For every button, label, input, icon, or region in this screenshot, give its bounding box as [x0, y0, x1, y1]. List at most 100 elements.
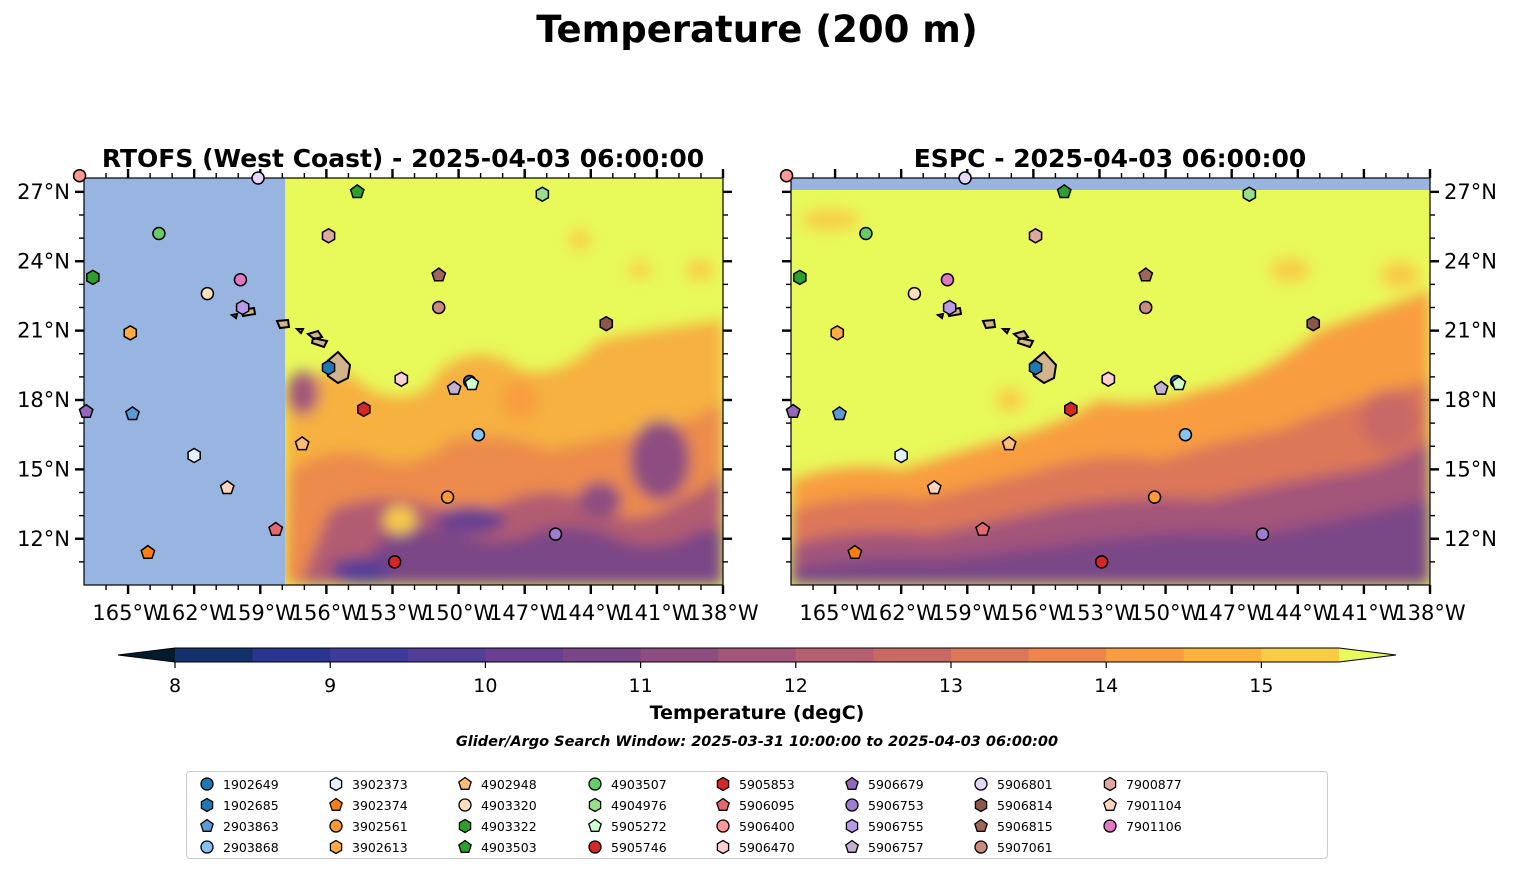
float-marker-5905746 [387, 555, 402, 569]
legend-item-5905853: 5905853 [715, 775, 795, 793]
legend-marker-icon [588, 777, 602, 791]
legend-marker-icon [458, 839, 472, 853]
espc-temperature-field [791, 178, 1430, 585]
legend-item-5907061: 5907061 [973, 838, 1053, 856]
float-marker-5905272 [1171, 375, 1187, 391]
y-tick-label: 18°N [17, 388, 70, 412]
legend-marker-icon [845, 818, 859, 834]
legend-marker-icon [1103, 819, 1117, 833]
colorbar-label: Temperature (degC) [650, 702, 865, 724]
x-tick-label: 144°W [555, 601, 627, 625]
legend-marker-icon [1103, 776, 1117, 792]
legend-marker-icon [974, 777, 988, 791]
float-marker-3902561 [1147, 490, 1162, 504]
colorbar-segment [407, 648, 486, 662]
float-marker-5906753 [548, 527, 563, 541]
legend-marker-icon [458, 818, 472, 834]
legend-marker-icon [588, 818, 602, 832]
y-tick-label: 27°N [1444, 180, 1497, 204]
legend-item-5906679: 5906679 [844, 775, 924, 793]
y-tick-label: 18°N [1444, 388, 1497, 412]
legend-marker-icon [974, 818, 988, 832]
legend-label: 5906400 [739, 818, 795, 834]
legend-label: 3902613 [352, 839, 408, 855]
float-marker-4903503 [349, 183, 365, 199]
x-tick-label: 165°W [92, 601, 164, 625]
legend-label: 2903863 [223, 818, 279, 834]
colorbar-segment [175, 648, 254, 662]
legend-label: 4903503 [481, 839, 537, 855]
colorbar-tick-label: 14 [1094, 675, 1118, 697]
legend-item-5906801: 5906801 [973, 775, 1053, 793]
x-tick-label: 144°W [1262, 601, 1334, 625]
float-marker-7900877 [1028, 227, 1043, 244]
x-tick-label: 150°W [1130, 601, 1202, 625]
espc-axes-frame [790, 177, 1431, 586]
legend-label: 3902561 [352, 818, 408, 834]
legend-marker-icon [588, 797, 602, 813]
x-tick-label: 162°W [865, 601, 937, 625]
x-tick-label: 156°W [291, 601, 363, 625]
float-marker-5906814 [599, 315, 614, 332]
rtofs-markers [72, 168, 614, 569]
float-marker-3902373 [894, 447, 908, 464]
float-marker-5906757 [1153, 380, 1169, 395]
float-marker-5906755 [942, 299, 957, 316]
legend-item-3902373: 3902373 [328, 775, 408, 793]
x-tick-label: 153°W [1064, 601, 1136, 625]
y-tick-label: 21°N [17, 319, 70, 343]
float-marker-5906095 [975, 521, 991, 536]
float-marker-5906679 [78, 403, 94, 418]
float-marker-5906400 [779, 168, 794, 183]
legend-marker-icon [845, 839, 859, 853]
rtofs-land [229, 306, 352, 385]
legend-item-5906755: 5906755 [844, 817, 924, 835]
legend-label: 5906815 [997, 818, 1053, 834]
legend-item-5906814: 5906814 [973, 796, 1053, 814]
legend-label: 2903868 [223, 839, 279, 855]
legend-marker-icon [200, 797, 214, 813]
panel-rtofs: RTOFS (West Coast) - 2025-04-03 06:00:00 [17, 144, 759, 625]
legend-label: 5905746 [611, 839, 667, 855]
colorbar-tick-label: 11 [629, 675, 653, 697]
colorbar-segment [485, 648, 564, 662]
float-marker-4902948 [294, 435, 310, 451]
legend-item-2903863: 2903863 [199, 817, 279, 835]
float-marker-2903868 [1178, 427, 1193, 442]
x-tick-label: 138°W [1394, 601, 1466, 625]
x-tick-label: 159°W [932, 601, 1004, 625]
legend-label: 4903507 [611, 776, 667, 792]
float-marker-5906815 [1138, 267, 1154, 282]
y-tick-label: 27°N [17, 180, 70, 204]
y-tick-label: 24°N [1444, 249, 1497, 273]
float-marker-5906801 [251, 171, 265, 185]
float-marker-5905853 [1064, 401, 1078, 418]
colorbar-outline [117, 647, 1397, 663]
colorbar-segment [640, 648, 719, 662]
float-marker-4903320 [907, 286, 922, 301]
float-marker-5906815 [431, 267, 447, 282]
legend-marker-icon [458, 798, 472, 812]
panel-espc: ESPC - 2025-04-03 06:00:00 [779, 144, 1497, 625]
legend-item-7901104: 7901104 [1102, 796, 1182, 814]
float-marker-5906814 [1306, 315, 1321, 332]
legend-marker-icon [716, 797, 730, 811]
colorbar-tick-label: 12 [784, 675, 808, 697]
y-tick-label: 15°N [1444, 457, 1497, 481]
panel-title-espc: ESPC - 2025-04-03 06:00:00 [914, 144, 1307, 173]
legend-item-5906095: 5906095 [715, 796, 795, 814]
float-marker-4903503 [1056, 183, 1072, 199]
legend-marker-icon [716, 776, 730, 792]
legend-marker-icon [329, 776, 343, 792]
legend-marker-icon [329, 797, 343, 811]
legend-label: 4904976 [611, 797, 667, 813]
rtofs-mask-area [84, 178, 285, 585]
float-marker-5906095 [268, 521, 284, 536]
float-marker-5905272 [464, 375, 480, 391]
float-marker-1902685 [1028, 359, 1043, 376]
legend-label: 7900877 [1126, 776, 1182, 792]
legend-item-5906470: 5906470 [715, 838, 795, 856]
legend-marker-icon [588, 840, 602, 854]
colorbar-segment [873, 648, 952, 662]
legend-label: 3902374 [352, 797, 408, 813]
